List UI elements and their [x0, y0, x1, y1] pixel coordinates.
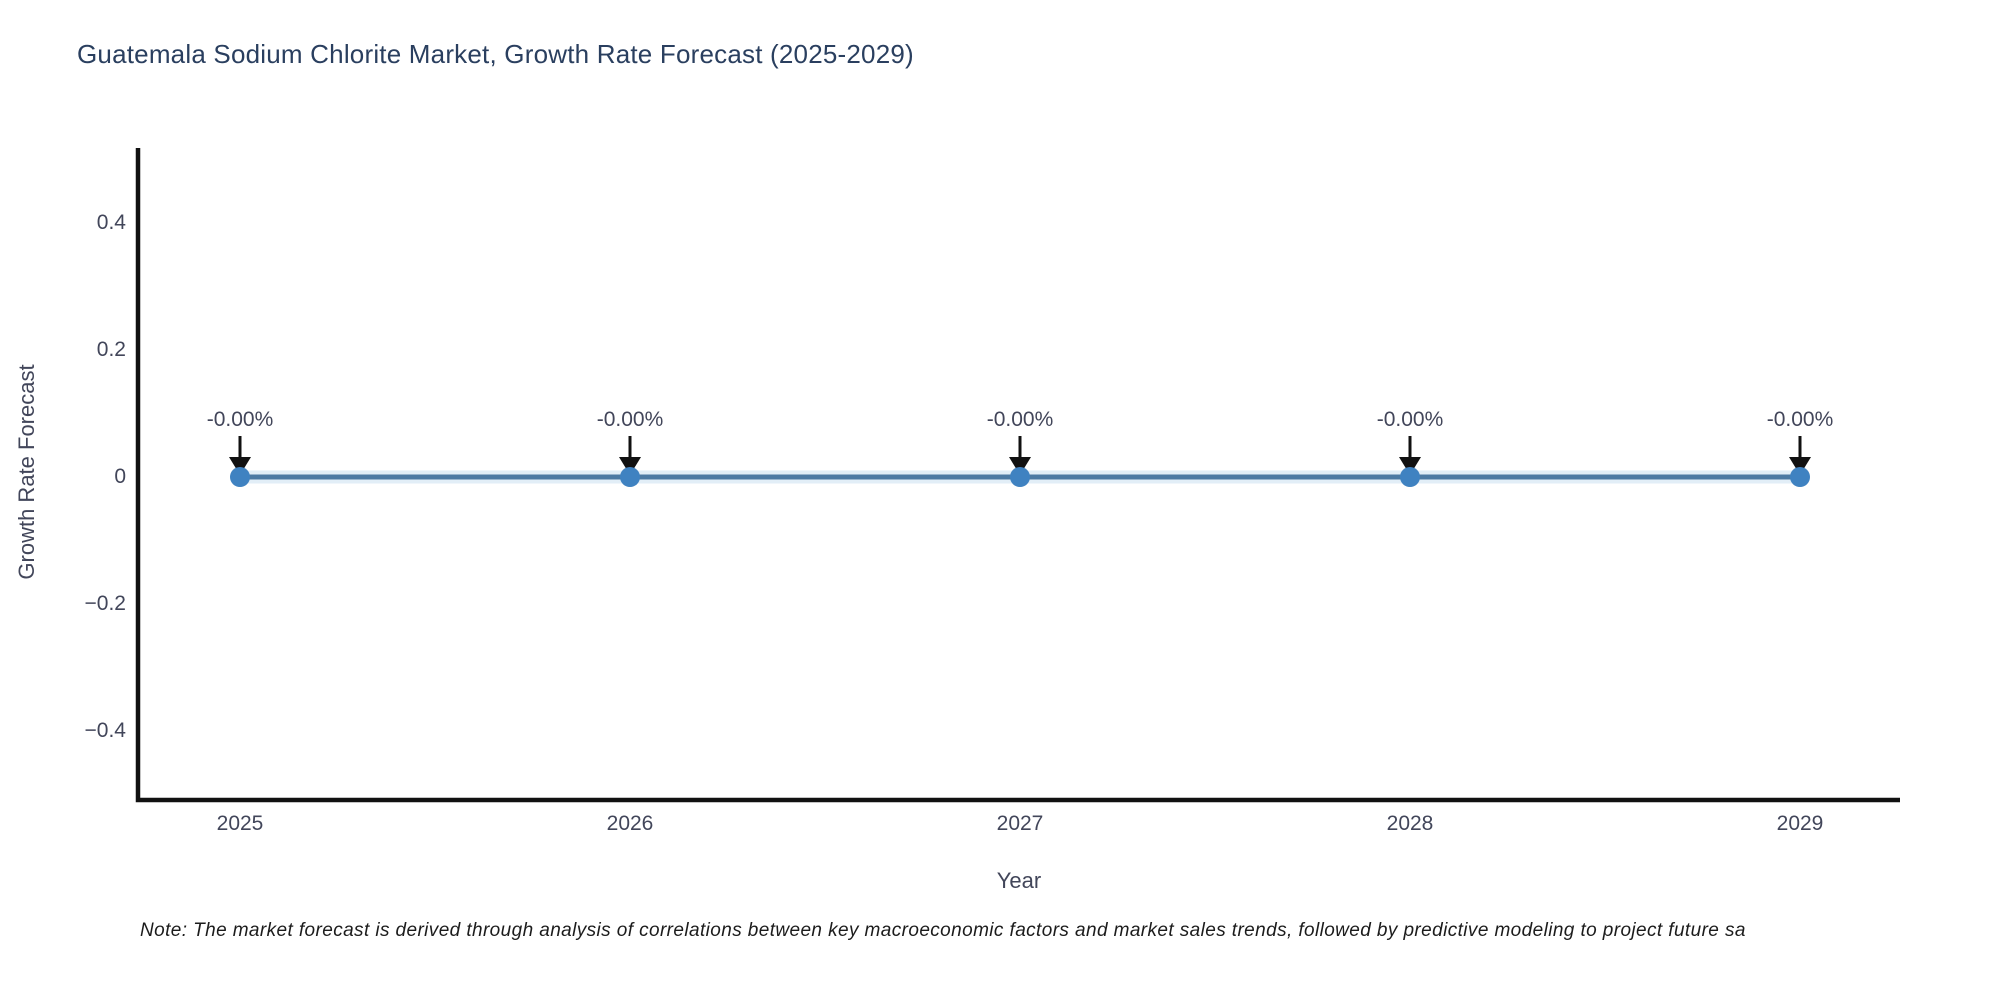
y-axis-title: Growth Rate Forecast [14, 364, 39, 580]
footnote: Note: The market forecast is derived thr… [140, 920, 1746, 941]
data-point-2026[interactable] [620, 467, 640, 487]
annotation-arrowhead [229, 457, 251, 475]
axis-spines [135, 148, 1900, 803]
data-point-2025[interactable] [230, 467, 250, 487]
data-point-2028[interactable] [1400, 467, 1420, 487]
annotation-arrowhead [1789, 457, 1811, 475]
x-axis-title: Year [996, 868, 1042, 893]
annotation-arrowhead [1399, 457, 1421, 475]
chart-title: Guatemala Sodium Chlorite Market, Growth… [77, 39, 914, 69]
annotation-arrowhead [619, 457, 641, 475]
annotation-arrowhead [1009, 457, 1031, 475]
data-point-2029[interactable] [1790, 467, 1810, 487]
data-point-2027[interactable] [1010, 467, 1030, 487]
